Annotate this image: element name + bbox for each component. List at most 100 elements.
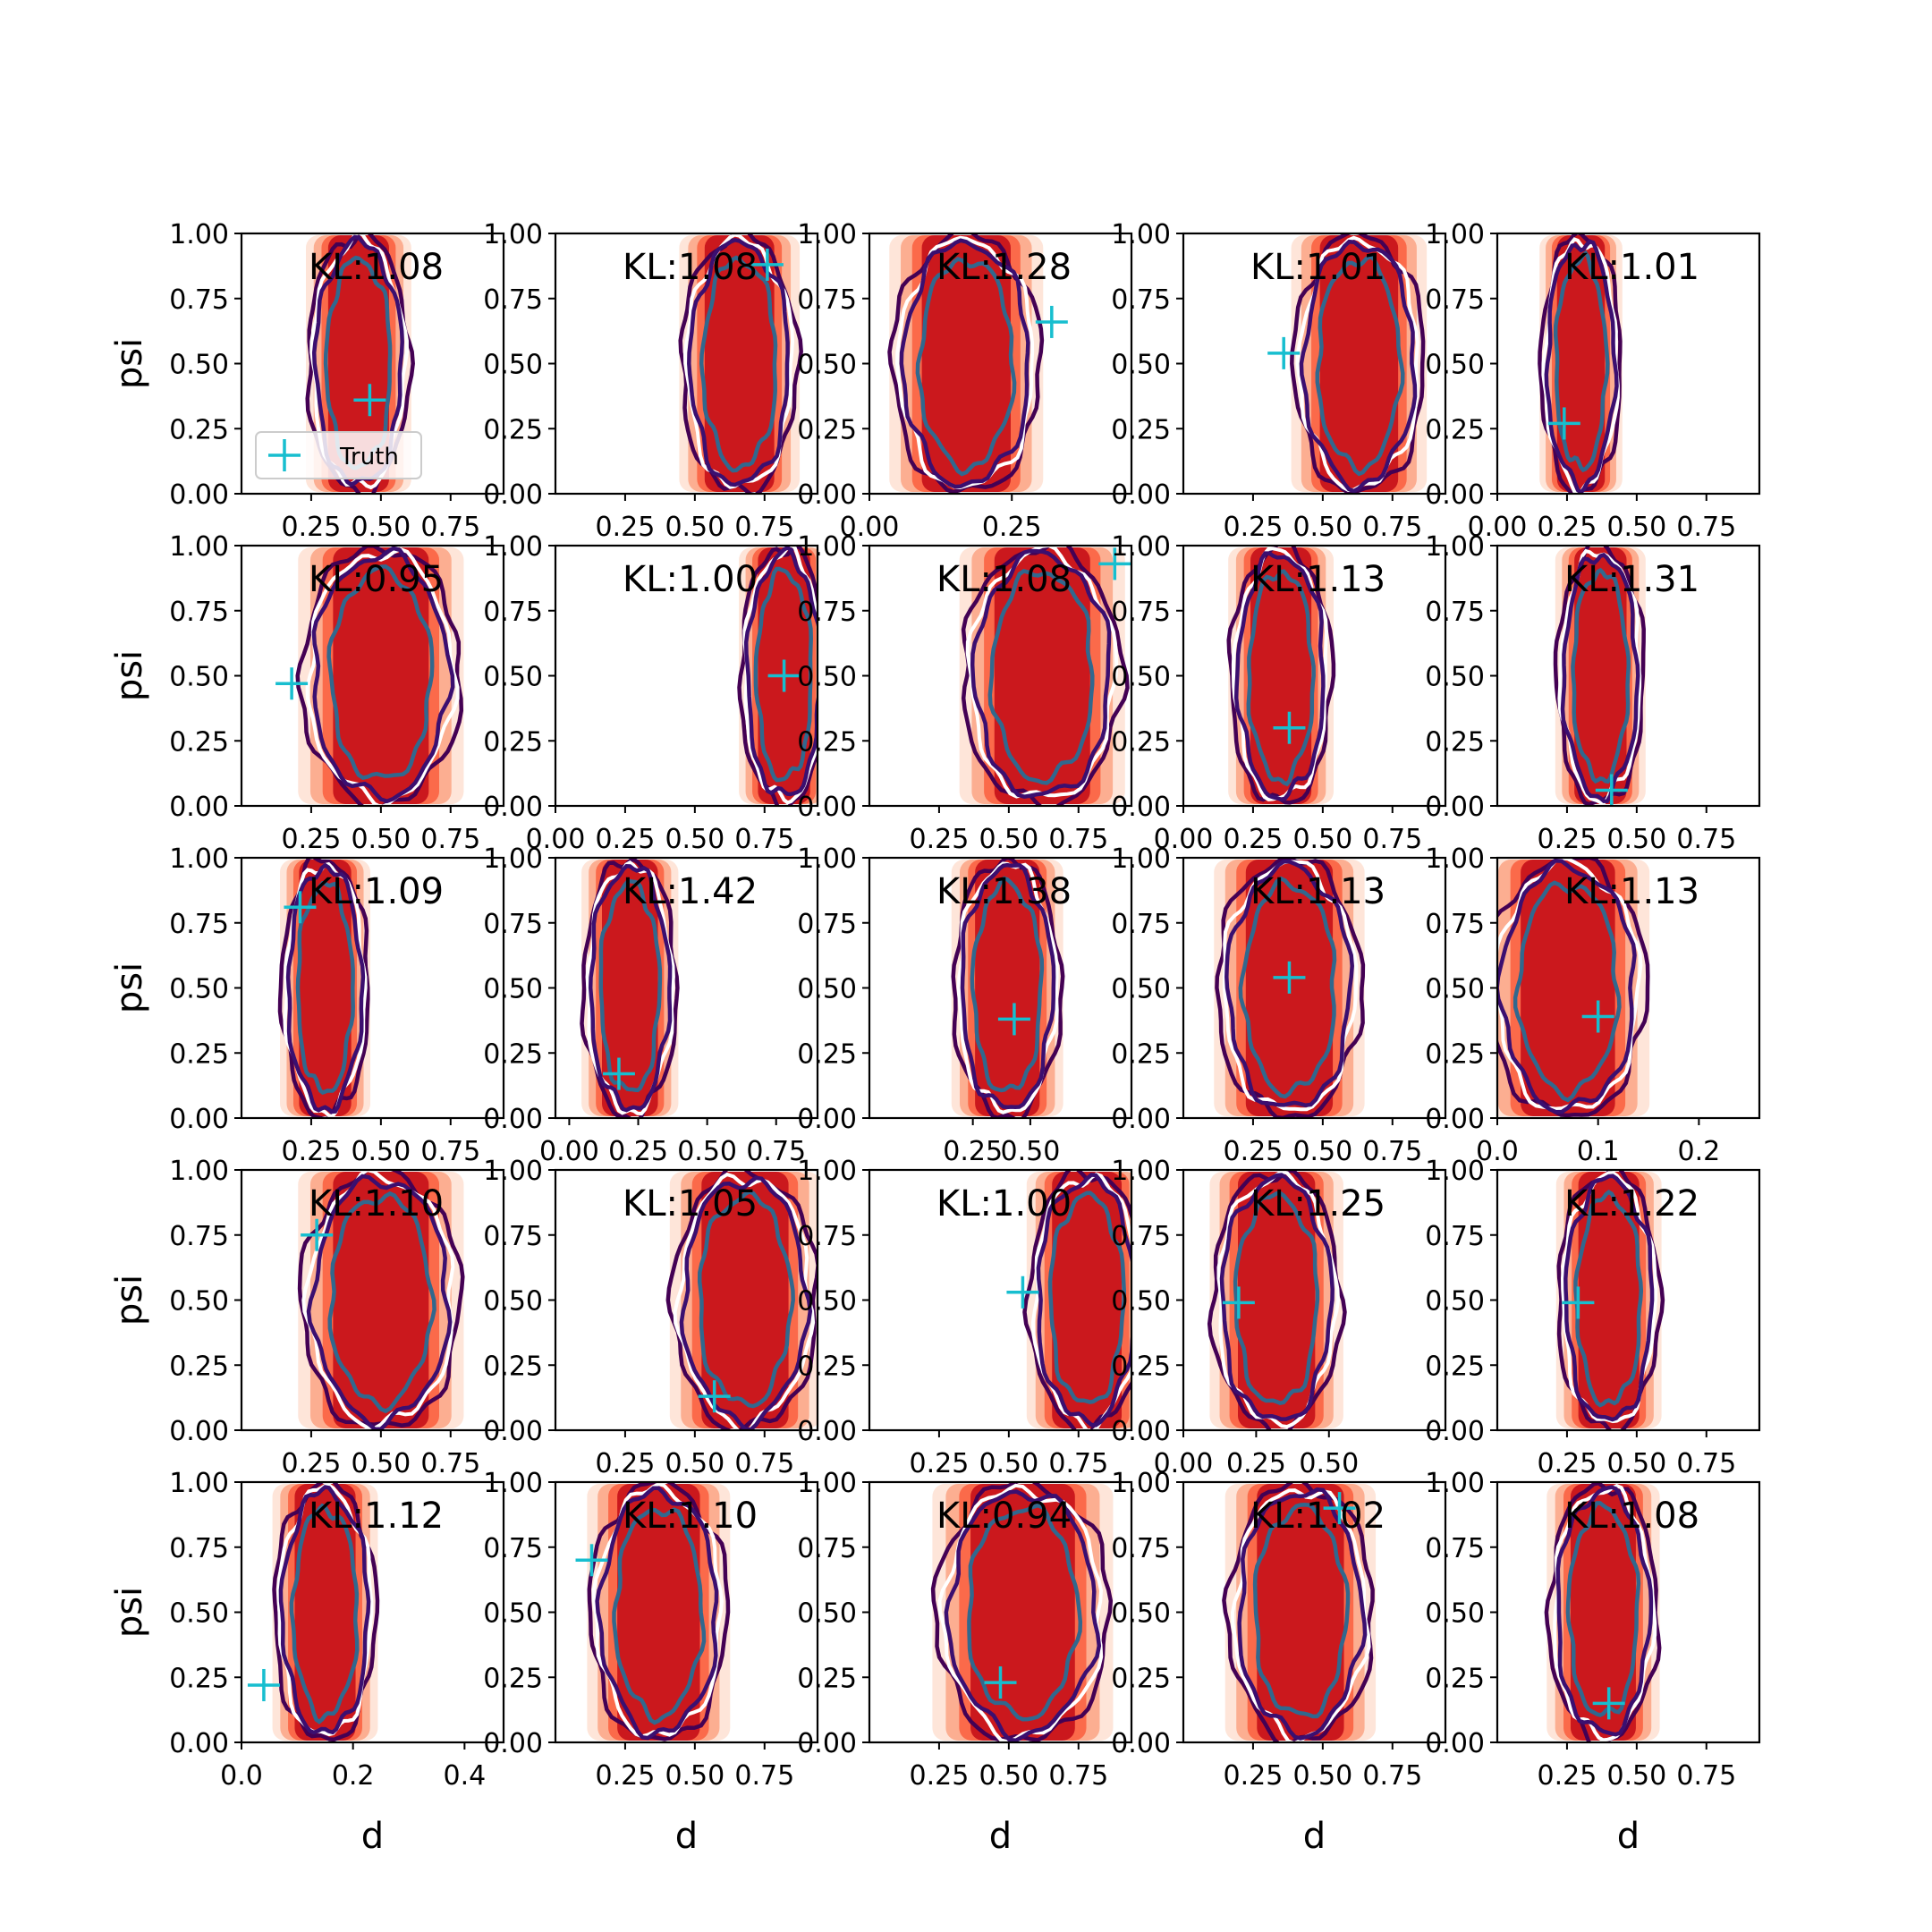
x-tick-label: 0.25 [282, 512, 342, 543]
y-tick-label: 0.25 [797, 726, 857, 758]
y-tick-label: 1.00 [169, 1468, 229, 1499]
y-tick-label: 0.25 [797, 1663, 857, 1694]
y-tick-label: 0.75 [169, 597, 229, 628]
x-tick-label: 0.25 [943, 1136, 1003, 1167]
subplot-20: 0.00 0.25 0.50 0.75 1.00 0.25 0.50 0.75 KL:1.22 [1425, 1156, 1761, 1479]
x-axis-label: d [675, 1816, 698, 1857]
x-tick-label: 0.25 [910, 1448, 970, 1479]
y-tick-label: 0.75 [483, 284, 543, 316]
contour-outer [887, 233, 1045, 494]
subplot-8: 0.00 0.25 0.50 0.75 1.00 0.25 0.50 0.75 KL:1.08 [797, 531, 1133, 855]
subplot-12: 0.00 0.25 0.50 0.75 1.00 0.00 0.25 0.50 0.75 KL:1… [483, 843, 819, 1167]
y-tick-label: 0.50 [169, 974, 229, 1005]
contour-outer [678, 233, 803, 494]
y-tick-label: 0.75 [483, 1221, 543, 1252]
x-tick-label: 0.50 [351, 512, 411, 543]
density-fill-dark [1574, 547, 1627, 804]
subplot-22: 0.00 0.25 0.50 0.75 1.00 0.25 0.50 0.75 KL:1.10 d [483, 1468, 819, 1857]
kl-annotation: KL:1.25 [1250, 1183, 1385, 1224]
subplot-1: 0.00 0.25 0.50 0.75 1.00 0.25 0.50 0.75 KL:1.08 p… [109, 219, 505, 543]
x-axis-label: d [1303, 1816, 1326, 1857]
y-tick-label: 0.00 [1111, 479, 1171, 511]
x-tick-label: 0.50 [1606, 512, 1666, 543]
y-tick-label: 0.50 [483, 662, 543, 693]
contour-inner [753, 566, 813, 783]
y-tick-label: 0.75 [1425, 909, 1485, 940]
y-tick-label: 0.25 [1425, 414, 1485, 445]
x-tick-label: 0.75 [746, 1136, 806, 1167]
density-layer [887, 233, 1045, 494]
subplot-23: 0.00 0.25 0.50 0.75 1.00 0.25 0.50 0.75 KL:0.94 d [797, 1468, 1133, 1857]
y-tick-label: 0.75 [1425, 597, 1485, 628]
contour-inner [967, 1503, 1083, 1722]
density-layer [951, 858, 1065, 1118]
y-tick-label: 0.75 [797, 909, 857, 940]
y-tick-label: 0.75 [483, 909, 543, 940]
density-layer [305, 233, 415, 494]
density-fill-dark [975, 860, 1040, 1116]
kl-annotation: KL:1.05 [623, 1183, 758, 1224]
y-tick-label: 0.50 [1111, 350, 1171, 381]
y-tick-label: 0.50 [169, 662, 229, 693]
contour-inner [1252, 1503, 1351, 1719]
density-layer [1226, 546, 1336, 805]
contour-inner [987, 568, 1095, 785]
y-tick-label: 1.00 [797, 531, 857, 563]
y-tick-label: 0.25 [797, 1038, 857, 1070]
x-tick-label: 0.50 [1299, 1448, 1359, 1479]
y-tick-label: 0.25 [483, 1038, 543, 1070]
contour-gap [682, 233, 795, 489]
contour-inner [326, 564, 435, 781]
y-tick-label: 0.75 [483, 1533, 543, 1564]
y-tick-label: 1.00 [797, 1468, 857, 1499]
kl-annotation: KL:1.01 [1564, 247, 1699, 288]
y-tick-label: 0.50 [169, 1598, 229, 1630]
x-tick-label: 0.25 [1224, 1136, 1284, 1167]
x-tick-label: 0.00 [526, 824, 586, 855]
contour-mid [944, 1489, 1102, 1742]
x-tick-label: 0.75 [1362, 824, 1422, 855]
subplot-3: 0.00 0.25 0.50 0.75 1.00 0.00 0.25 KL:1.28 [797, 219, 1133, 543]
contour-inner [1553, 250, 1610, 473]
y-tick-label: 0.75 [169, 284, 229, 316]
truth-marker [1581, 1000, 1614, 1033]
y-tick-label: 1.00 [169, 219, 229, 250]
y-tick-label: 0.50 [1111, 974, 1171, 1005]
y-tick-label: 0.50 [483, 1286, 543, 1318]
density-fill-dark [327, 235, 389, 492]
kl-annotation: KL:1.00 [936, 1183, 1072, 1224]
x-tick-label: 0.50 [1292, 824, 1352, 855]
x-tick-label: 0.25 [1224, 1760, 1284, 1792]
truth-marker [1547, 407, 1580, 440]
subplot-9: 0.00 0.25 0.50 0.75 1.00 0.00 0.25 0.50 0.75 KL:1… [1111, 531, 1447, 855]
y-tick-label: 0.50 [1111, 1598, 1171, 1630]
x-tick-label: 0.25 [1226, 1448, 1286, 1479]
y-tick-label: 0.25 [797, 414, 857, 445]
x-tick-label: 0.50 [1606, 824, 1666, 855]
contour-inner [1238, 876, 1337, 1099]
truth-marker [984, 1666, 1017, 1699]
density-layer [678, 233, 803, 494]
y-tick-label: 0.00 [483, 1416, 543, 1447]
density-layer [1207, 1170, 1347, 1430]
y-tick-label: 0.75 [1111, 1533, 1171, 1564]
y-tick-label: 1.00 [1425, 219, 1485, 250]
y-tick-label: 1.00 [1111, 1156, 1171, 1187]
kl-annotation: KL:1.13 [1564, 871, 1699, 912]
y-tick-label: 0.25 [169, 1663, 229, 1694]
y-tick-label: 0.75 [483, 597, 543, 628]
contour-inner [289, 1503, 360, 1724]
truth-marker [997, 1003, 1030, 1036]
density-layer [580, 858, 680, 1118]
contour-outer [1022, 1170, 1131, 1430]
contour-mid [1555, 1485, 1654, 1737]
contour-outer [587, 1482, 731, 1741]
x-axis-label: d [1617, 1816, 1640, 1857]
x-tick-label: 0.25 [1538, 512, 1597, 543]
y-tick-label: 0.00 [1425, 1728, 1485, 1759]
y-tick-label: 0.00 [169, 792, 229, 823]
density-fill-dark [333, 1172, 429, 1428]
y-tick-label: 1.00 [483, 843, 543, 875]
x-tick-label: 0.2 [1678, 1136, 1721, 1167]
